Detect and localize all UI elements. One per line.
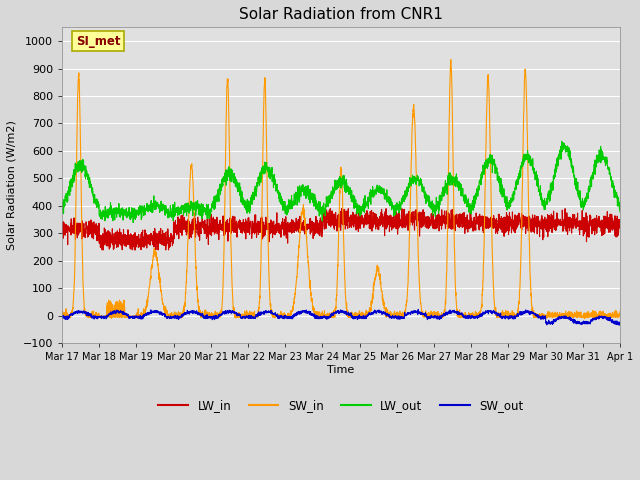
LW_in [155, 240, 163, 246]
SW_out [296, 309, 304, 315]
Legend: LW_in, SW_in, LW_out, SW_out: LW_in, SW_in, LW_out, SW_out [154, 394, 528, 417]
LW_in [605, 222, 613, 228]
LW_out [272, 187, 280, 192]
SW_in [545, 314, 553, 320]
SW_out [58, 315, 66, 321]
LW_out [545, 190, 553, 196]
LW_out [616, 209, 624, 215]
SW_in [272, 313, 280, 319]
LW_out [296, 188, 304, 193]
SW_in [155, 271, 163, 277]
Line: SW_out: SW_out [62, 310, 620, 325]
SW_in [580, 316, 588, 322]
SW_in [122, 314, 129, 320]
LW_out [58, 199, 66, 205]
LW_in [99, 247, 106, 253]
LW_out [605, 171, 613, 177]
LW_in [58, 220, 66, 226]
Line: SW_in: SW_in [62, 60, 620, 319]
LW_in [326, 206, 334, 212]
Line: LW_out: LW_out [62, 141, 620, 223]
Y-axis label: Solar Radiation (W/m2): Solar Radiation (W/m2) [7, 120, 17, 250]
LW_out [122, 213, 129, 219]
SW_in [447, 57, 454, 62]
SW_out [545, 319, 553, 325]
Text: SI_met: SI_met [76, 35, 120, 48]
SW_out [605, 316, 613, 322]
SW_out [415, 307, 422, 312]
SW_in [605, 314, 613, 320]
LW_out [129, 220, 137, 226]
LW_in [545, 218, 553, 224]
LW_in [616, 217, 624, 223]
LW_out [558, 138, 566, 144]
LW_in [122, 237, 129, 242]
X-axis label: Time: Time [327, 365, 355, 375]
SW_out [155, 309, 163, 314]
SW_out [616, 321, 624, 327]
SW_in [296, 229, 304, 235]
SW_in [58, 314, 66, 320]
SW_in [616, 309, 624, 314]
Title: Solar Radiation from CNR1: Solar Radiation from CNR1 [239, 7, 443, 22]
SW_out [122, 311, 129, 317]
Line: LW_in: LW_in [62, 209, 620, 250]
LW_in [296, 223, 304, 228]
SW_out [615, 322, 623, 328]
LW_out [155, 204, 163, 210]
LW_in [272, 227, 280, 232]
SW_out [272, 312, 280, 317]
